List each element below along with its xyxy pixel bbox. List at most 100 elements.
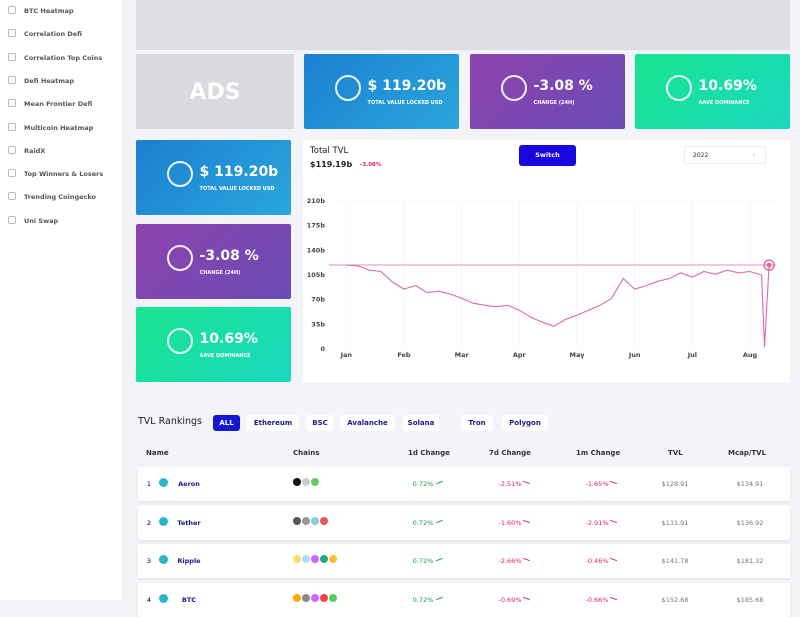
- sidebar-item[interactable]: Multicoin Heatmap: [8, 123, 93, 132]
- card-icon: [167, 244, 193, 271]
- sidebar-item[interactable]: Uni Swap: [8, 216, 58, 225]
- stat-card: $ 119.20b TOTAL VALUE LOCKED USD: [304, 54, 459, 129]
- last-point-dot: [766, 262, 772, 268]
- x-tick-label: Jan: [340, 351, 353, 359]
- coin-icon: [159, 516, 168, 526]
- chain-icon: [320, 555, 328, 563]
- ads-box: ADS: [136, 54, 294, 129]
- filter-button[interactable]: Solana: [403, 415, 439, 431]
- chain-icon: [302, 478, 310, 486]
- x-tick-label: Apr: [513, 351, 527, 359]
- cell-value: -2.51%: [498, 480, 522, 488]
- stat-card: -3.08 % CHANGE (24H): [136, 224, 291, 299]
- banner-placeholder: [136, 0, 790, 50]
- sidebar-item[interactable]: Correlation Defi: [8, 29, 82, 38]
- card-label: CHANGE (24H): [533, 99, 575, 106]
- card-value: -3.08 %: [199, 247, 259, 264]
- filter-button[interactable]: BSC: [306, 415, 334, 431]
- sparkline: [523, 596, 530, 600]
- cell-value: $181.32: [736, 557, 764, 565]
- chain-icon: [311, 516, 319, 525]
- x-tick-label: May: [570, 351, 586, 359]
- year-dropdown[interactable]: 2022 ›: [684, 146, 766, 164]
- chart-change: -3.08%: [360, 162, 382, 168]
- card-value: $ 119.20b: [199, 163, 279, 180]
- card-label: AAVE DOMINANCE: [199, 352, 251, 359]
- chain-icon: [293, 593, 301, 602]
- sparkline: [610, 557, 617, 562]
- coin-icon: [159, 478, 168, 487]
- cell-value: $141.78: [661, 557, 689, 565]
- filter-button[interactable]: Tron: [461, 415, 493, 431]
- chain-icon: [293, 555, 301, 563]
- table-row[interactable]: 3 Ripple 0.72% -2.66% -0.46% $141.78 $181.32: [138, 544, 790, 578]
- sparkline: [523, 480, 530, 485]
- card-icon: [167, 327, 193, 354]
- column-header: TVL: [668, 449, 683, 457]
- filter-button[interactable]: Avalanche: [340, 415, 395, 431]
- rankings-title: TVL Rankings: [138, 416, 202, 427]
- filter-button[interactable]: Ethereum: [247, 415, 299, 431]
- card-icon: [501, 74, 527, 101]
- column-header: 1m Change: [576, 449, 621, 457]
- card-icon: [666, 74, 692, 101]
- cell-value: $128.91: [661, 480, 689, 488]
- chain-icon: [311, 555, 319, 563]
- switch-button[interactable]: Switch: [519, 145, 576, 166]
- column-header: Mcap/TVL: [728, 449, 767, 457]
- filter-button[interactable]: ALL: [213, 415, 240, 431]
- sparkline: [436, 519, 443, 523]
- cell-value: $131.91: [661, 518, 689, 527]
- sparkline: [610, 596, 617, 600]
- cell-value: $136.92: [736, 518, 764, 527]
- cell-value: 0.72%: [412, 518, 434, 527]
- stat-card: -3.08 % CHANGE (24H): [470, 54, 625, 129]
- coin-icon: [159, 555, 168, 564]
- sidebar-item[interactable]: Defi Heatmap: [8, 76, 74, 85]
- chain-icon: [293, 478, 301, 486]
- cell-value: 0.72%: [412, 557, 434, 565]
- y-tick-label: 175b: [307, 222, 326, 230]
- y-tick-label: 35b: [311, 320, 325, 328]
- rank: 1: [146, 480, 152, 488]
- sparkline: [436, 596, 443, 600]
- y-tick-label: 0: [320, 345, 325, 353]
- page: BTC Heatmap Correlation Defi Correlation T…: [0, 0, 800, 600]
- coin-name: Aeron: [178, 480, 200, 488]
- tvl-chart: 0 35b 70b 105b 140b 175b 210b Jan Feb Mar Apr May Ju…: [307, 197, 776, 359]
- card-value: 10.69%: [698, 77, 757, 94]
- rank: 3: [146, 557, 152, 565]
- year-value: 2022: [693, 152, 709, 159]
- chain-icon: [302, 593, 310, 602]
- table-row[interactable]: 2 Tether 0.72% -1.60% -2.91% $131.91 $136.92: [138, 505, 790, 540]
- sidebar-item[interactable]: BTC Heatmap: [8, 6, 74, 15]
- chain-icon: [320, 593, 328, 602]
- sparkline: [436, 480, 443, 485]
- x-tick-label: Mar: [455, 351, 470, 359]
- sidebar-item[interactable]: Trending Coingecko: [8, 192, 96, 201]
- filter-button[interactable]: Polygon: [502, 415, 548, 431]
- sidebar-item[interactable]: Mean Frontier Defi: [8, 99, 92, 108]
- sidebar-item[interactable]: RaidX: [8, 146, 45, 155]
- column-header: 1d Change: [408, 449, 450, 457]
- sidebar-item[interactable]: Top Winners & Losers: [8, 169, 103, 178]
- y-tick-label: 140b: [307, 246, 326, 254]
- card-value: -3.08 %: [533, 77, 593, 94]
- cell-value: -1.60%: [498, 518, 522, 527]
- sparkline: [523, 519, 530, 523]
- chain-icon: [320, 516, 328, 525]
- chart-panel: Total TVL $119.19b -3.08% Switch 2022 › 0…: [303, 140, 790, 382]
- rank: 2: [146, 518, 152, 527]
- table-row[interactable]: 1 Aeron 0.72% -2.51% -1.65% $128.91 $134.91: [138, 467, 790, 501]
- chain-icon: [329, 593, 337, 602]
- sparkline: [610, 519, 617, 523]
- column-header: 7d Change: [489, 449, 531, 457]
- last-point: [763, 259, 775, 271]
- card-value: 10.69%: [199, 330, 258, 347]
- chain-icon: [329, 555, 337, 563]
- chain-icon: [311, 593, 319, 602]
- sparkline: [436, 557, 443, 562]
- chart-amount: $119.19b: [310, 160, 353, 169]
- sidebar-item[interactable]: Correlation Top Coins: [8, 53, 102, 62]
- card-icon: [167, 160, 193, 187]
